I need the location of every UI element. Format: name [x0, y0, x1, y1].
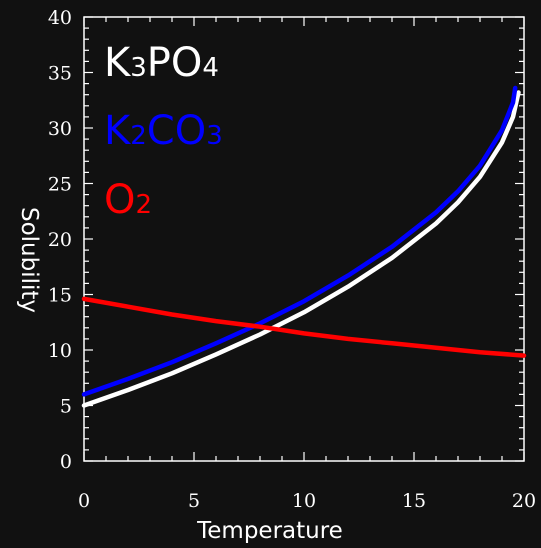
x-tick-label: 10 — [292, 490, 316, 512]
tick-labels: 0 5 10 15 20 25 30 35 40 0 5 10 15 20 — [48, 7, 536, 512]
y-tick-label: 30 — [48, 118, 72, 140]
y-tick-label: 35 — [48, 63, 72, 85]
y-tick-label: 40 — [48, 7, 72, 29]
series-layer — [81, 85, 527, 408]
y-tick-label: 25 — [48, 174, 72, 196]
x-tick-label: 0 — [78, 490, 90, 512]
series-line-3 — [81, 296, 527, 358]
y-axis-title: Solubility — [16, 207, 42, 313]
y-tick-label: 20 — [48, 229, 72, 251]
series-line-1 — [81, 90, 521, 408]
legend-k2co3: K2CO3 — [104, 108, 223, 154]
legend-k3po4: K3PO4 — [104, 40, 219, 86]
y-tick-label: 0 — [60, 451, 72, 473]
legend: K3PO4 K2CO3 O2 — [104, 40, 223, 223]
axes — [83, 16, 525, 462]
x-tick-label: 5 — [188, 490, 200, 512]
series-line-2 — [81, 85, 518, 397]
y-tick-label: 5 — [60, 396, 72, 418]
x-tick-label: 20 — [512, 490, 536, 512]
x-axis-title: Temperature — [196, 518, 343, 544]
x-tick-label: 15 — [402, 490, 426, 512]
legend-o2: O2 — [104, 177, 152, 223]
y-tick-label: 15 — [48, 285, 72, 307]
y-tick-label: 10 — [48, 340, 72, 362]
